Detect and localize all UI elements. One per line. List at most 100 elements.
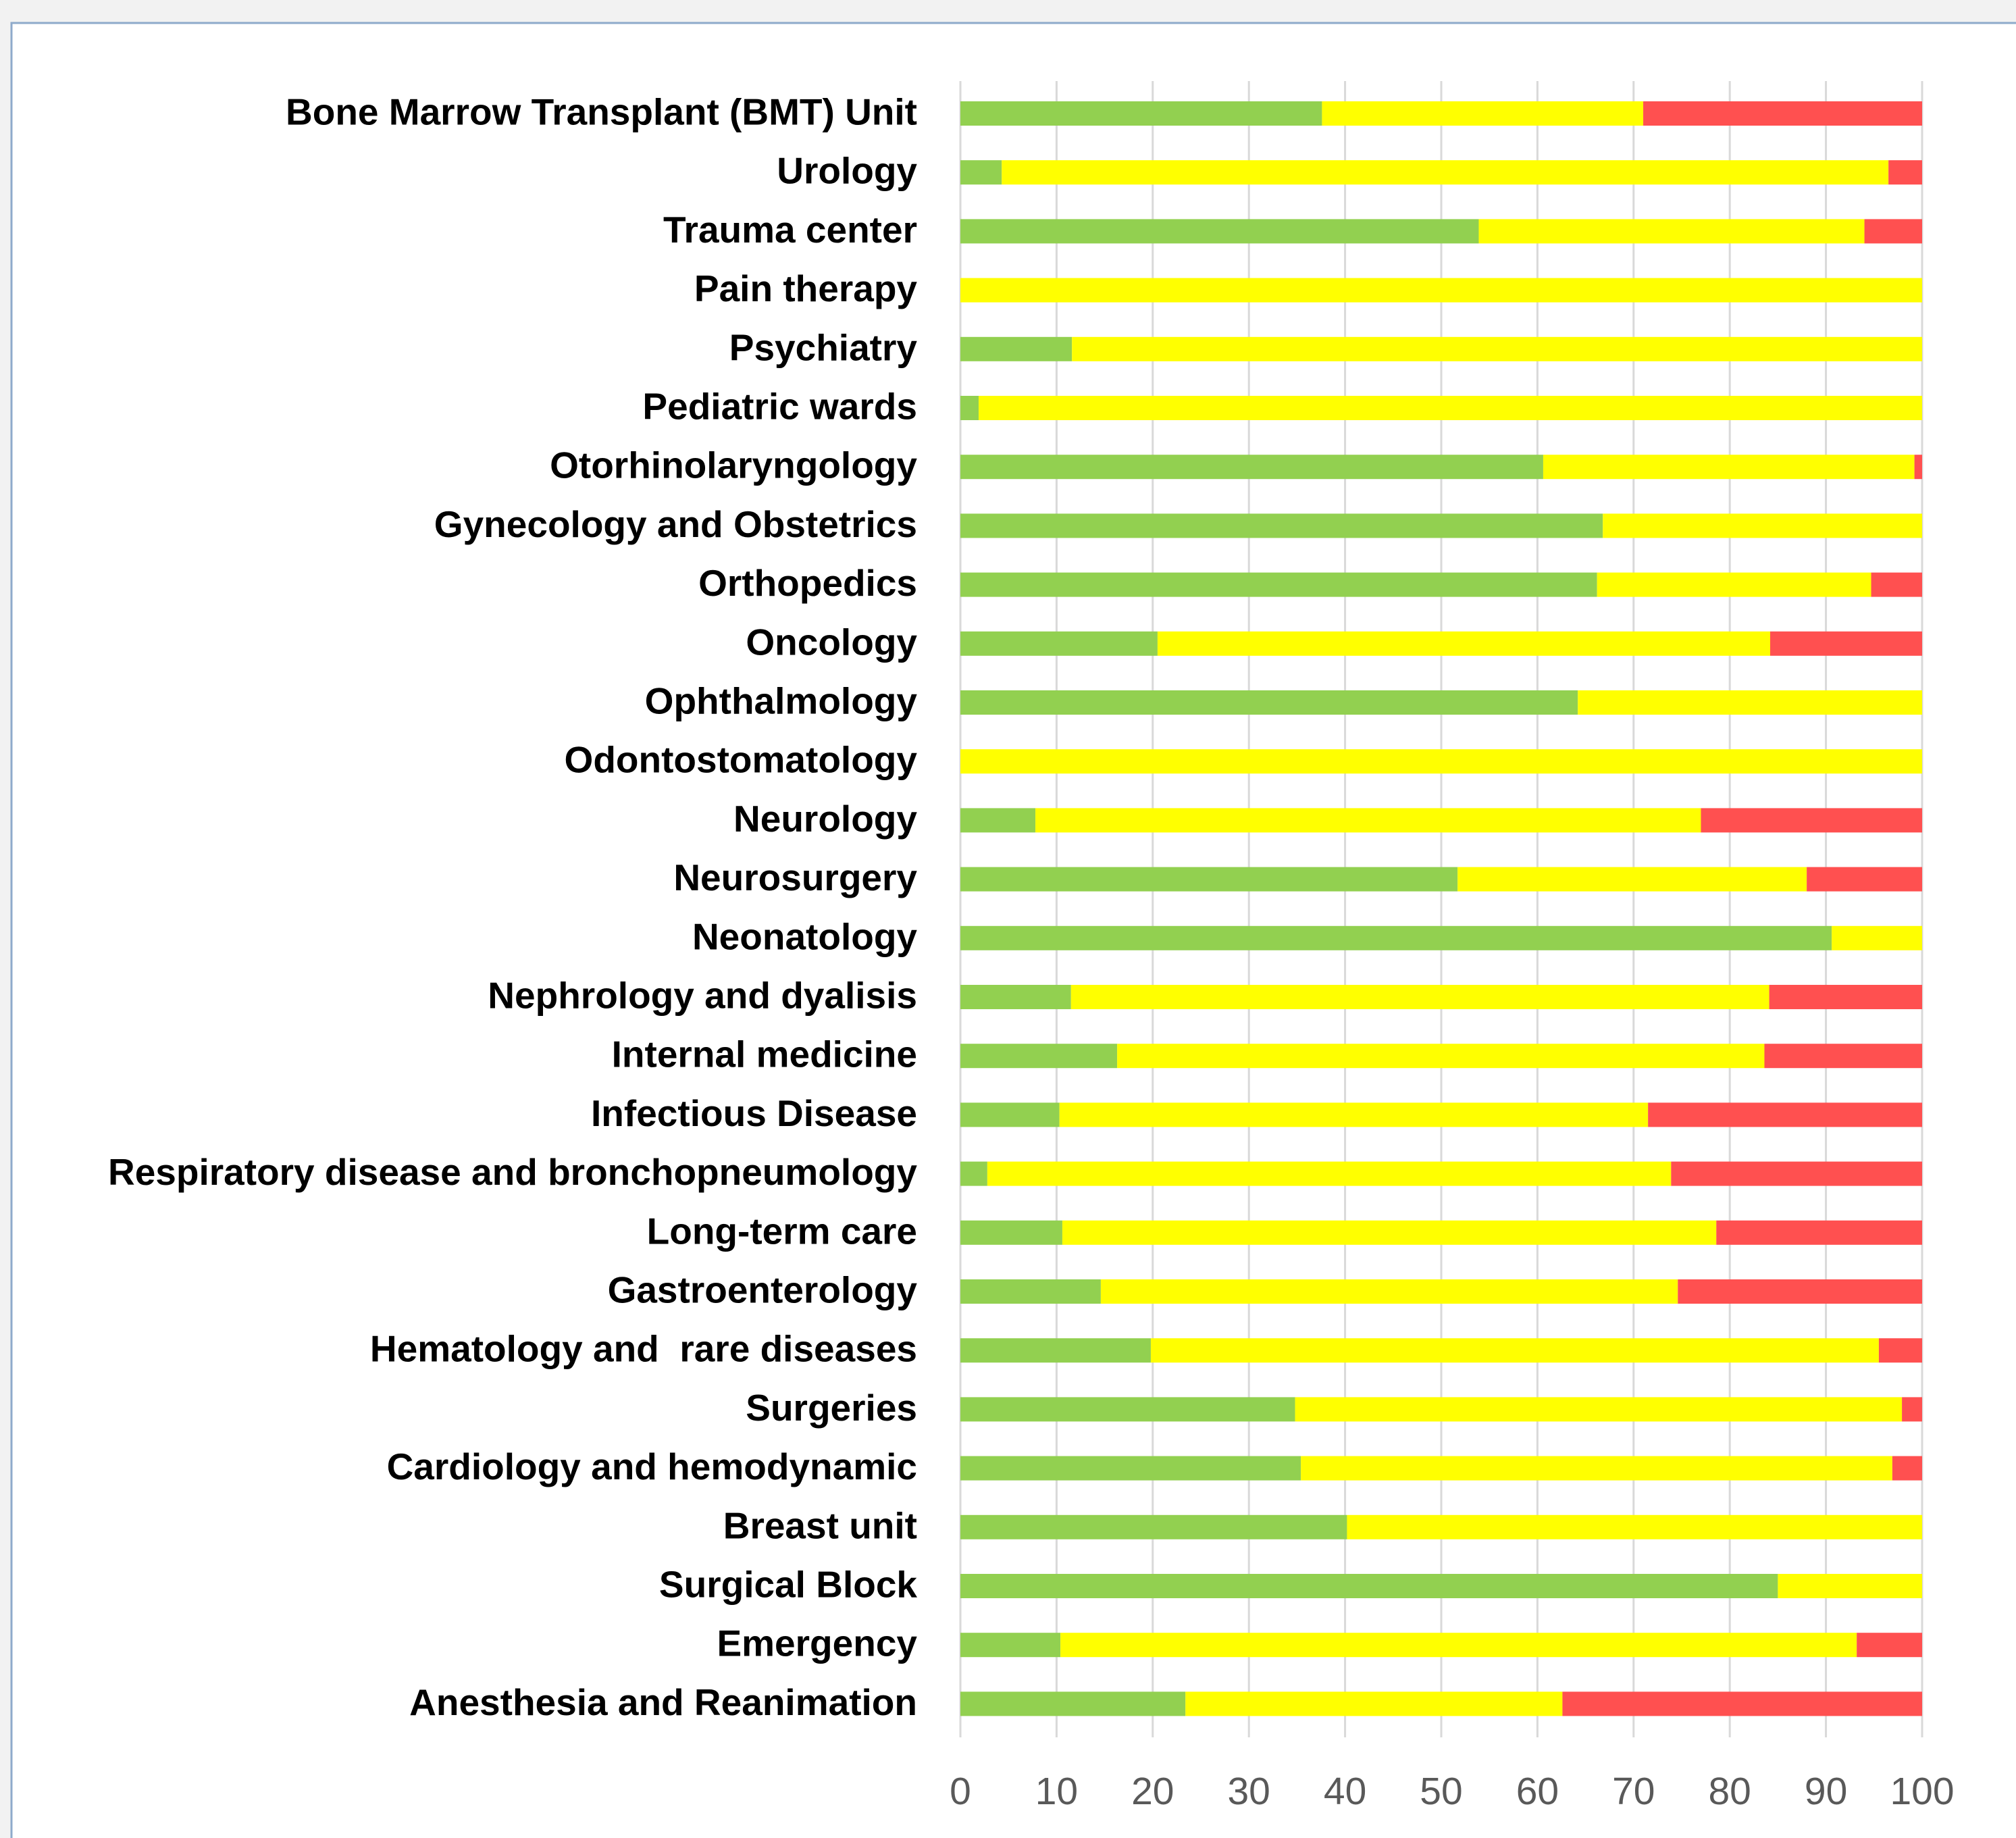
bar-segment [960, 572, 1597, 597]
y-tick-label: Infectious Disease [591, 1092, 917, 1134]
x-tick-label: 40 [1324, 1770, 1366, 1813]
bar-segment [1671, 1161, 1922, 1186]
bar-segment [1060, 1633, 1857, 1658]
bar-segment [1807, 867, 1922, 892]
y-tick-label: Orthopedics [698, 562, 917, 604]
y-tick-label: Odontostomatology [565, 739, 918, 781]
bar-segment [960, 631, 1158, 656]
bar-segment [1185, 1691, 1563, 1716]
y-tick-label: Long-term care [647, 1210, 917, 1252]
bar-segment [960, 1338, 1151, 1363]
x-tick-label: 70 [1612, 1770, 1655, 1813]
bar-segment [1902, 1397, 1922, 1422]
bar-segment [960, 278, 1922, 303]
y-tick-label: Neurosurgery [673, 857, 917, 898]
bar-segment [960, 1102, 1060, 1127]
bar-segment [1059, 1102, 1649, 1127]
y-tick-label: Ophthalmology [645, 680, 918, 722]
bar-segment [960, 1514, 1347, 1539]
bar-segment [1578, 690, 1922, 715]
y-tick-label: Trauma center [663, 209, 917, 251]
bar-segment [1764, 1044, 1922, 1069]
bar-segment [960, 1044, 1118, 1069]
y-tick-label: Psychiatry [729, 326, 918, 368]
bar-segment [1701, 808, 1922, 833]
y-tick-label: Surgical Block [659, 1564, 917, 1606]
bar-segment [987, 1161, 1672, 1186]
bar-segment [1322, 101, 1644, 126]
bar-segment [1648, 1102, 1922, 1127]
x-tick-label: 30 [1227, 1770, 1270, 1813]
bar-segment [960, 1456, 1301, 1481]
y-tick-label: Neurology [733, 798, 917, 840]
bar-segment [960, 867, 1458, 892]
bar-segment [1603, 513, 1922, 538]
bar-segment [1100, 1279, 1678, 1304]
y-tick-label: Surgeries [746, 1387, 917, 1429]
bar-segment [960, 1397, 1295, 1422]
bar-segment [960, 985, 1071, 1009]
bar-segment [1914, 455, 1922, 480]
bar-segment [960, 101, 1322, 126]
bar-segment [1150, 1338, 1879, 1363]
bar-segment [1778, 1574, 1922, 1598]
bar-segment [1769, 985, 1922, 1009]
bar-segment [960, 455, 1543, 480]
bar-segment [1157, 631, 1771, 656]
bar-segment [960, 925, 1832, 950]
y-tick-label: Anesthesia and Reanimation [409, 1681, 917, 1723]
bar-segment [1562, 1691, 1922, 1716]
bar-segment [1871, 572, 1922, 597]
y-tick-label: Internal medicine [612, 1033, 917, 1075]
bar-segment [960, 1279, 1101, 1304]
bar-segment [1457, 867, 1807, 892]
bar-segment [960, 1161, 987, 1186]
bar-segment [1002, 160, 1889, 185]
bar-segment [1035, 808, 1701, 833]
bar-segment [960, 513, 1603, 538]
bar-segment [1832, 925, 1922, 950]
bar-segment [1070, 985, 1769, 1009]
y-tick-label: Bone Marrow Transplant (BMT) Unit [286, 91, 917, 133]
x-tick-label: 0 [950, 1770, 971, 1813]
bar-segment [960, 690, 1578, 715]
bar-segment [1478, 219, 1865, 244]
bar-segment [1347, 1514, 1922, 1539]
y-tick-label: Pain therapy [694, 267, 918, 309]
bar-segment [1864, 219, 1922, 244]
bar-segment [1597, 572, 1871, 597]
bar-segment [1072, 336, 1922, 361]
bar-segment [979, 396, 1922, 420]
bar-segment [960, 1633, 1061, 1658]
bar-segment [1295, 1397, 1903, 1422]
bar-segment [960, 1574, 1778, 1598]
y-tick-label: Oncology [746, 621, 917, 663]
bar-segment [1643, 101, 1922, 126]
x-tick-label: 10 [1035, 1770, 1078, 1813]
x-tick-label: 80 [1708, 1770, 1751, 1813]
y-tick-label: Nephrology and dyalisis [488, 975, 917, 1017]
bar-segment [1878, 1338, 1922, 1363]
y-tick-label: Gastroenterology [608, 1269, 918, 1311]
bar-segment [960, 749, 1922, 774]
y-tick-label: Respiratory disease and bronchopneumolog… [108, 1151, 917, 1193]
bar-segment [1062, 1220, 1717, 1245]
bar-segment [1857, 1633, 1922, 1658]
y-tick-label: Urology [777, 150, 917, 192]
bar-segment [1892, 1456, 1922, 1481]
x-tick-label: 90 [1805, 1770, 1847, 1813]
bar-segment [1888, 160, 1922, 185]
y-tick-label: Hematology and rare diseases [370, 1328, 917, 1370]
bar-segment [960, 1220, 1062, 1245]
bar-segment [960, 219, 1479, 244]
bar-segment [1117, 1044, 1765, 1069]
x-tick-label: 60 [1516, 1770, 1559, 1813]
bar-segment [960, 808, 1036, 833]
bar-segment [960, 396, 979, 420]
bar-segment [1301, 1456, 1892, 1481]
y-tick-label: Emergency [717, 1623, 917, 1664]
x-tick-label: 50 [1420, 1770, 1462, 1813]
bar-segment [1678, 1279, 1922, 1304]
x-tick-label: 20 [1131, 1770, 1174, 1813]
